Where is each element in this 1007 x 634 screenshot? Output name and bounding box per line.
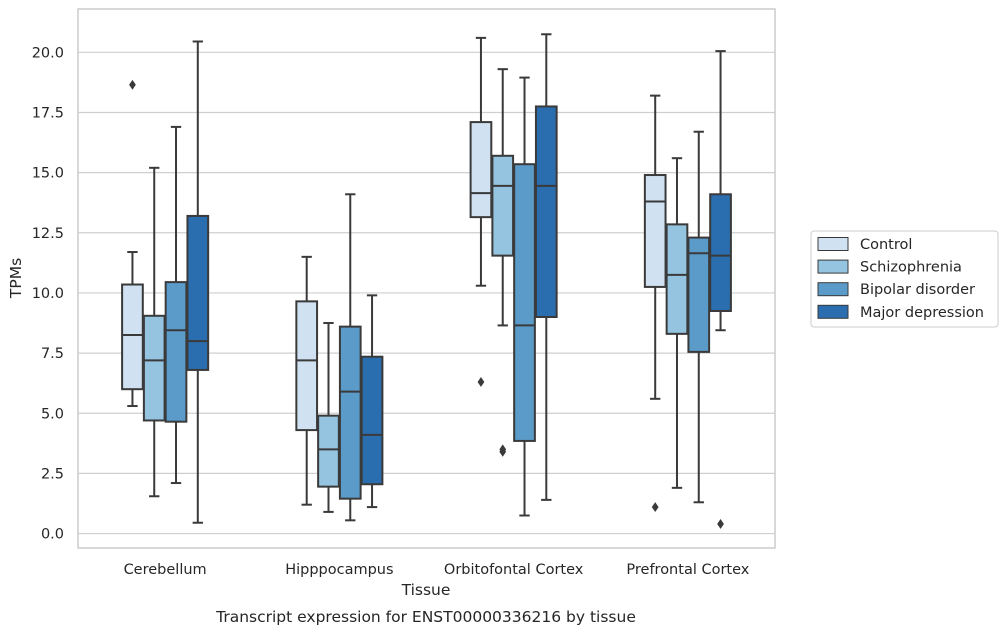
box-body — [317, 414, 340, 488]
y-tick-label: 20.0 — [32, 45, 64, 61]
box-body — [491, 154, 515, 257]
y-tick-label: 7.5 — [41, 346, 64, 362]
box-body — [338, 325, 362, 500]
legend-label: Schizophrenia — [860, 260, 962, 276]
y-tick-label: 15.0 — [32, 166, 64, 182]
box-body — [186, 214, 210, 371]
y-tick-label: 2.5 — [41, 466, 64, 482]
box-body — [142, 314, 166, 422]
outlier-point — [499, 444, 507, 455]
box-body — [121, 283, 144, 391]
y-tick-label: 17.5 — [32, 105, 64, 121]
x-tick-label: Cerebellum — [124, 562, 207, 578]
y-tick-labels: 0.0 2.5 5.0 7.5 10.0 12.5 15.0 17.5 20.0 — [32, 45, 64, 542]
legend-label: Major depression — [860, 305, 984, 321]
x-tick-label: Prefrontal Cortex — [626, 562, 749, 578]
box-1-1 — [317, 322, 340, 513]
legend-swatch — [817, 259, 849, 274]
box-body — [469, 121, 493, 219]
legend-frame — [810, 230, 999, 328]
box-body — [709, 193, 732, 312]
boxes — [121, 33, 732, 529]
y-tick-label: 5.0 — [41, 406, 64, 422]
box-3-2 — [687, 130, 711, 504]
box-0-3 — [186, 40, 210, 524]
legend-label: Control — [860, 237, 912, 253]
box-1-0 — [295, 255, 319, 506]
box-body — [534, 105, 558, 318]
y-tick-label: 10.0 — [32, 286, 64, 302]
box-body — [164, 281, 188, 423]
box-body — [687, 236, 711, 353]
box-0-1 — [142, 166, 166, 498]
outlier-point — [651, 502, 659, 513]
plot-frame — [77, 8, 776, 549]
legend-label: Bipolar disorder — [860, 282, 975, 298]
box-0-0 — [121, 79, 144, 408]
box-1-3 — [360, 294, 384, 509]
box-2-0 — [469, 36, 493, 387]
box-2-3 — [534, 33, 558, 501]
legend-swatch — [817, 237, 849, 251]
x-tick-labels: Cerebellum Hipppocampus Orbitofontal Corte… — [124, 562, 750, 578]
box-0-2 — [164, 125, 188, 485]
x-axis-label: Tissue — [401, 581, 451, 599]
outlier-point — [477, 377, 485, 387]
box-body — [643, 174, 667, 288]
box-3-0 — [643, 94, 667, 513]
y-tick-label: 0.0 — [41, 527, 64, 543]
outlier-point — [129, 79, 136, 90]
box-3-3 — [709, 50, 732, 529]
chart-caption: Transcript expression for ENST0000033621… — [215, 608, 636, 626]
box-body — [360, 355, 384, 486]
box-3-1 — [665, 157, 689, 489]
legend-swatch — [817, 282, 849, 297]
x-tick-label: Orbitofontal Cortex — [444, 562, 584, 578]
y-axis-label: TPMs — [7, 258, 25, 299]
x-tick-label: Hipppocampus — [285, 562, 393, 578]
outlier-point — [717, 518, 724, 529]
legend: Control Schizophrenia Bipolar disorder Majo… — [810, 230, 999, 328]
legend-swatch — [817, 304, 849, 319]
box-2-1 — [491, 68, 515, 457]
box-body — [295, 300, 319, 432]
box-2-2 — [513, 76, 536, 517]
box-body — [513, 163, 536, 442]
y-tick-label: 12.5 — [32, 226, 64, 242]
box-1-2 — [338, 193, 362, 522]
box-body — [665, 223, 689, 335]
